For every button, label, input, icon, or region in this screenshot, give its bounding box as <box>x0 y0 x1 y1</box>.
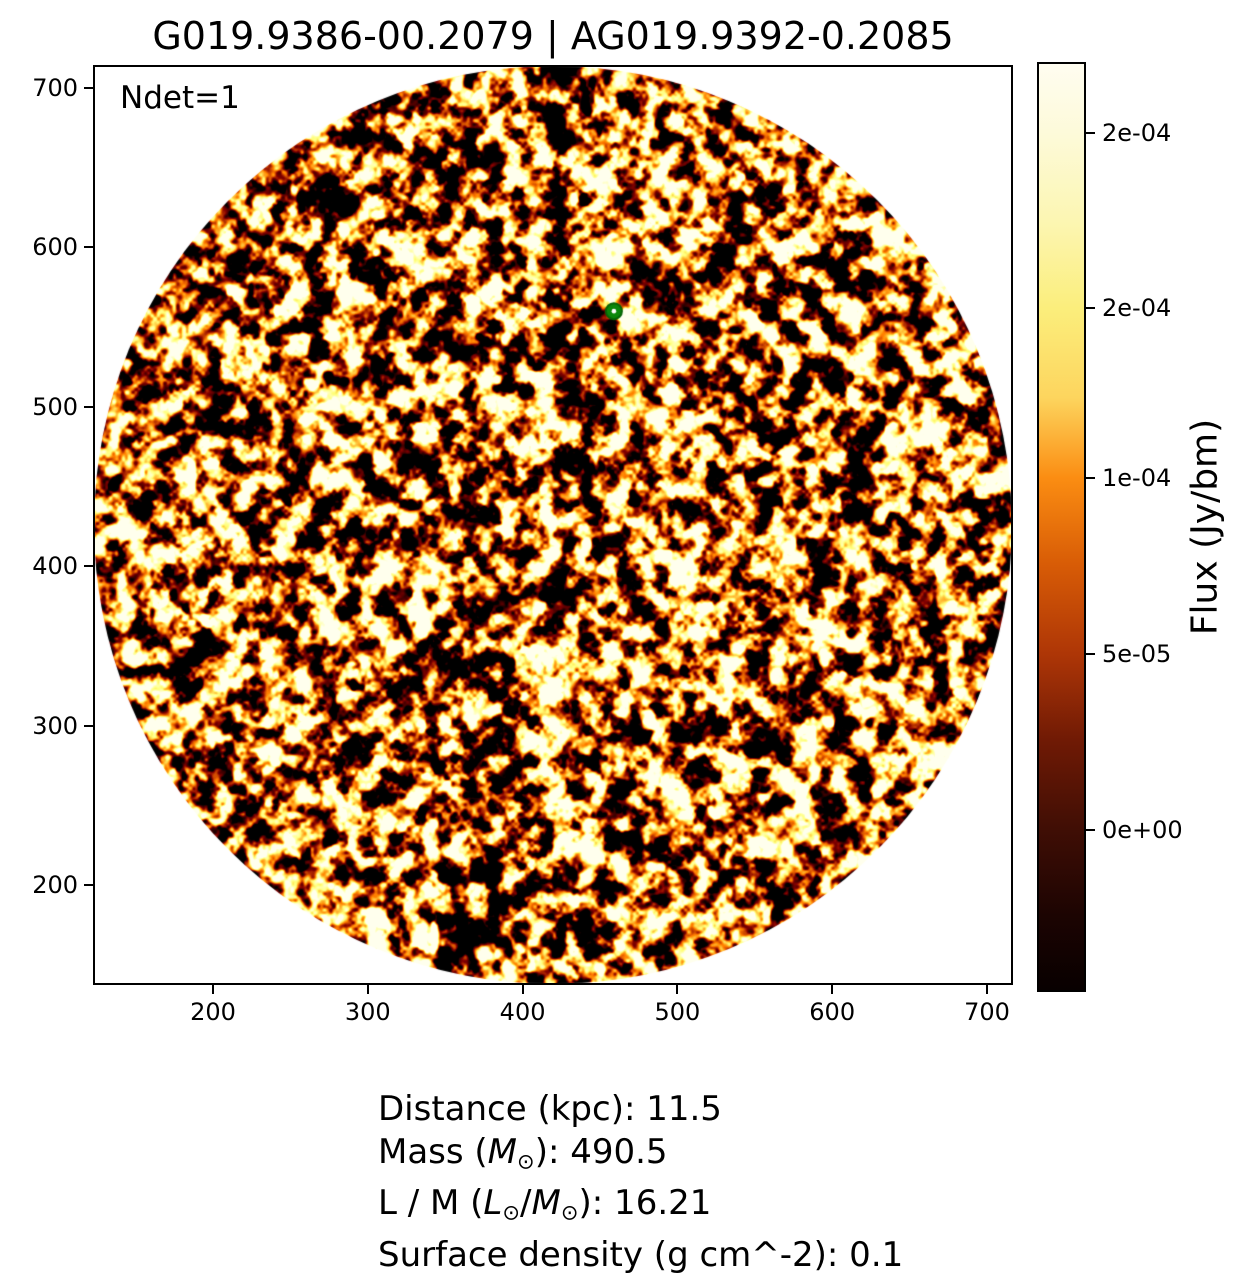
colorbar-axis-label: Flux (Jy/bm) <box>1184 418 1226 636</box>
heatmap-canvas <box>93 65 1013 985</box>
x-axis-tick-label: 400 <box>499 998 546 1026</box>
x-axis-tick-label: 700 <box>964 998 1010 1026</box>
caption-segment: Mass ( <box>378 1132 488 1172</box>
colorbar-tick <box>1086 306 1095 309</box>
colorbar-tick-label: 2e-04 <box>1102 293 1172 322</box>
colorbar-tick-label: 1e-04 <box>1102 463 1172 492</box>
caption-segment: M <box>531 1183 561 1224</box>
y-axis-tick-label: 300 <box>32 711 78 740</box>
y-axis-tick <box>84 86 93 89</box>
caption-line: Distance (kpc): 11.5 <box>378 1088 903 1131</box>
colorbar-tick <box>1086 829 1095 832</box>
y-axis-tick <box>84 405 93 408</box>
x-axis-tick-label: 500 <box>654 998 701 1026</box>
x-axis-tick-label: 200 <box>190 998 236 1026</box>
colorbar-tick <box>1086 653 1095 656</box>
caption-line: L / M (L⊙/M⊙): 16.21 <box>378 1182 903 1233</box>
x-axis-tick <box>985 985 988 994</box>
y-axis-tick <box>84 246 93 249</box>
colorbar-tick-label: 5e-05 <box>1102 640 1172 669</box>
caption-segment: ): 490.5 <box>534 1132 668 1172</box>
colorbar <box>1037 62 1086 992</box>
x-axis-tick-label: 300 <box>344 998 391 1026</box>
x-axis-tick-label: 600 <box>809 998 856 1026</box>
colorbar-tick <box>1086 476 1095 479</box>
y-axis-tick-label: 500 <box>32 392 78 421</box>
caption-line: Surface density (g cm^-2): 0.1 <box>378 1234 903 1277</box>
colorbar-tick <box>1086 131 1095 134</box>
x-axis-tick <box>676 985 679 994</box>
x-axis-tick <box>211 985 214 994</box>
y-axis-tick <box>84 884 93 887</box>
y-axis-tick-label: 700 <box>32 73 78 102</box>
y-axis-tick-label: 200 <box>32 871 78 900</box>
caption-segment: M <box>487 1132 518 1172</box>
caption-segment: ): 16.21 <box>578 1183 712 1224</box>
ndet-annotation: Ndet=1 <box>120 80 240 116</box>
caption-segment: Distance (kpc): 11.5 <box>378 1089 722 1129</box>
x-axis-tick <box>366 985 369 994</box>
caption-segment: ⊙ <box>502 1199 521 1225</box>
x-axis-tick <box>831 985 834 994</box>
y-axis-tick <box>84 565 93 568</box>
y-axis-tick-label: 600 <box>32 233 78 262</box>
caption-block: Distance (kpc): 11.5 Mass (M⊙): 490.5 L / … <box>378 1088 903 1277</box>
colorbar-tick-label: 0e+00 <box>1102 816 1183 845</box>
y-axis-tick-label: 400 <box>32 552 78 581</box>
caption-segment: L / M ( <box>378 1183 484 1224</box>
caption-line: Mass (M⊙): 490.5 <box>378 1131 903 1182</box>
caption-segment: ⊙ <box>560 1199 579 1225</box>
x-axis-tick <box>521 985 524 994</box>
caption-segment: Surface density (g cm^-2): 0.1 <box>378 1234 904 1275</box>
colorbar-tick-label: 2e-04 <box>1102 118 1172 147</box>
caption-segment: L <box>483 1183 503 1224</box>
plot-title: G019.9386-00.2079 | AG019.9392-0.2085 <box>152 14 954 58</box>
caption-segment: ⊙ <box>517 1148 535 1174</box>
plot-area <box>93 65 1013 985</box>
y-axis-tick <box>84 724 93 727</box>
caption-segment: / <box>520 1183 532 1224</box>
